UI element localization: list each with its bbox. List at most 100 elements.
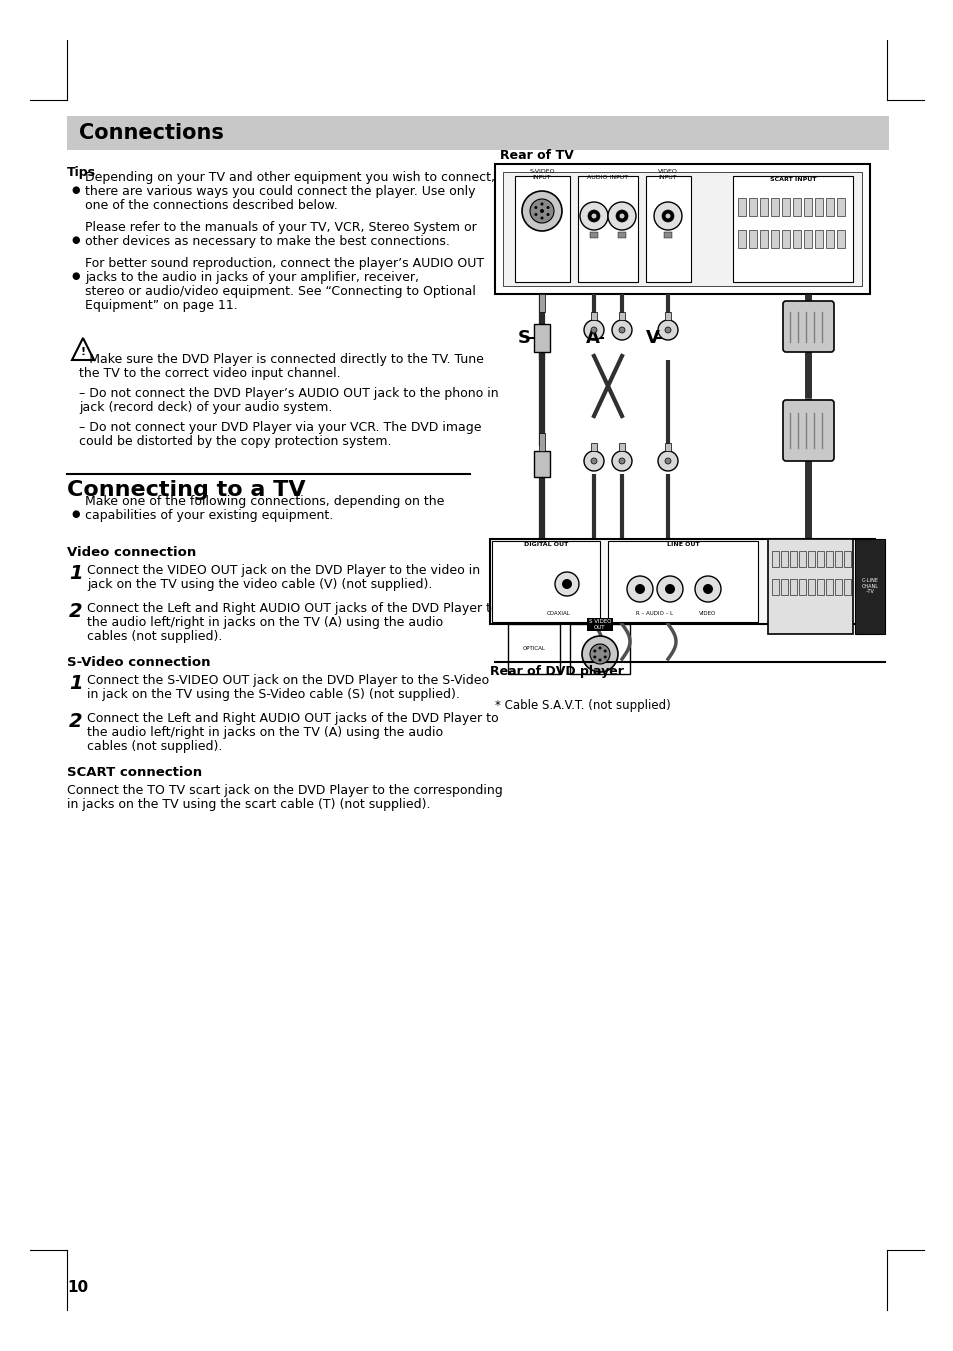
Circle shape [598,647,601,650]
Bar [792,230,801,249]
Bar [732,176,852,282]
Text: Tips: Tips [67,166,96,178]
Bar [738,199,745,216]
Text: Depending on your TV and other equipment you wish to connect,: Depending on your TV and other equipment… [85,172,495,184]
Bar [534,324,550,353]
Text: cables (not supplied).: cables (not supplied). [87,740,222,753]
Bar [748,230,757,249]
Bar [770,230,779,249]
Circle shape [546,213,549,216]
Bar [781,580,787,594]
Circle shape [561,580,572,589]
Text: * Cable S.A.V.T. (not supplied): * Cable S.A.V.T. (not supplied) [495,698,670,712]
Bar [663,232,671,238]
Bar [492,540,599,621]
Text: – Do not connect the DVD Player’s AUDIO OUT jack to the phono in: – Do not connect the DVD Player’s AUDIO … [79,386,498,400]
Bar [825,551,832,567]
Text: V: V [645,330,659,347]
Circle shape [534,205,537,209]
Bar [590,312,597,320]
Circle shape [603,650,606,653]
Bar [799,551,805,567]
Bar [789,580,796,594]
Bar [618,443,624,451]
Text: !: ! [80,347,86,357]
Circle shape [579,203,607,230]
Text: VIDEO: VIDEO [699,611,716,616]
Text: 10: 10 [67,1279,88,1296]
Text: ●: ● [71,185,79,195]
Bar [836,230,844,249]
Text: in jack on the TV using the S-Video cable (S) (not supplied).: in jack on the TV using the S-Video cabl… [87,688,459,701]
Circle shape [603,655,606,658]
Bar [834,551,841,567]
Bar [825,580,832,594]
Text: the audio left/right in jacks on the TV (A) using the audio: the audio left/right in jacks on the TV … [87,616,442,630]
Circle shape [581,636,618,671]
Bar [792,199,801,216]
Text: in jacks on the TV using the scart cable (T) (not supplied).: in jacks on the TV using the scart cable… [67,798,430,811]
Bar [507,624,559,674]
Circle shape [657,576,682,603]
Text: DIGITAL OUT: DIGITAL OUT [523,542,568,547]
Text: VIDEO
INPUT: VIDEO INPUT [658,169,678,180]
Circle shape [589,644,609,663]
Text: Equipment” on page 11.: Equipment” on page 11. [85,299,237,312]
Bar [67,116,888,150]
Text: stereo or audio/video equipment. See “Connecting to Optional: stereo or audio/video equipment. See “Co… [85,285,476,299]
Circle shape [534,213,537,216]
Text: COAXIAL: COAXIAL [546,611,570,616]
Bar [816,580,823,594]
Circle shape [583,320,603,340]
Text: R – AUDIO – L: R – AUDIO – L [636,611,673,616]
Circle shape [587,209,599,222]
Circle shape [555,571,578,596]
Bar [664,312,670,320]
Circle shape [618,327,624,332]
Text: there are various ways you could connect the player. Use only: there are various ways you could connect… [85,185,475,199]
Circle shape [530,199,554,223]
Circle shape [540,203,543,205]
Circle shape [607,203,636,230]
Text: Connect the TO TV scart jack on the DVD Player to the corresponding: Connect the TO TV scart jack on the DVD … [67,784,502,797]
Circle shape [664,584,675,594]
Text: Connecting to a TV: Connecting to a TV [67,480,305,500]
Bar [578,176,638,282]
Bar [495,163,869,295]
Text: S-VIDEO
INPUT: S-VIDEO INPUT [529,169,555,180]
Circle shape [590,327,597,332]
Circle shape [664,327,670,332]
Circle shape [539,209,543,213]
Bar [803,230,811,249]
Text: 1: 1 [69,674,83,693]
Bar [618,312,624,320]
Text: – Do not connect your DVD Player via your VCR. The DVD image: – Do not connect your DVD Player via you… [79,422,481,434]
Text: For better sound reproduction, connect the player’s AUDIO OUT: For better sound reproduction, connect t… [85,257,483,270]
Bar [807,580,814,594]
Text: Connect the VIDEO OUT jack on the DVD Player to the video in: Connect the VIDEO OUT jack on the DVD Pl… [87,563,479,577]
Circle shape [658,451,678,471]
Bar [843,580,850,594]
Bar [538,434,544,451]
Circle shape [702,584,712,594]
Circle shape [591,213,596,219]
Text: LINE OUT: LINE OUT [666,542,699,547]
Text: ●: ● [71,235,79,245]
Text: C–LINE
CHANL
–TV: C–LINE CHANL –TV [861,578,878,594]
Bar [803,199,811,216]
Bar [834,580,841,594]
Bar [645,176,690,282]
Bar [534,451,550,477]
Bar [490,539,874,624]
Circle shape [635,584,644,594]
Bar [738,230,745,249]
Bar [538,295,544,312]
Bar [589,232,598,238]
Bar [664,443,670,451]
Bar [771,580,779,594]
Circle shape [616,209,627,222]
Bar [816,551,823,567]
Circle shape [521,190,561,231]
Bar [770,199,779,216]
Text: 2: 2 [69,603,83,621]
